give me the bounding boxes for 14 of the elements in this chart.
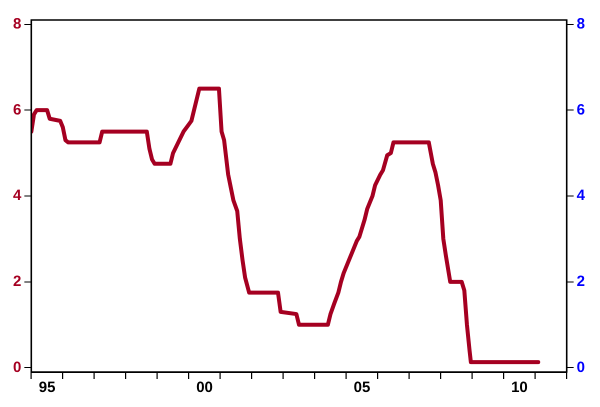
y2-tick-label: 8	[576, 15, 585, 32]
y-tick-label: 8	[13, 15, 22, 32]
y2-tick-label: 6	[576, 101, 585, 118]
y-tick-label: 0	[13, 358, 22, 376]
x-tick-label: 95	[38, 379, 56, 396]
x-tick-label: 10	[511, 379, 528, 396]
y2-tick-label: 2	[576, 272, 585, 290]
x-tick-label: 00	[196, 379, 213, 396]
y2-tick-label: 4	[576, 187, 586, 204]
y-tick-label: 2	[13, 272, 22, 290]
y-tick-label: 4	[13, 187, 22, 204]
y-tick-label: 6	[13, 101, 22, 118]
y2-tick-label: 0	[576, 358, 585, 376]
x-tick-label: 05	[354, 379, 370, 396]
